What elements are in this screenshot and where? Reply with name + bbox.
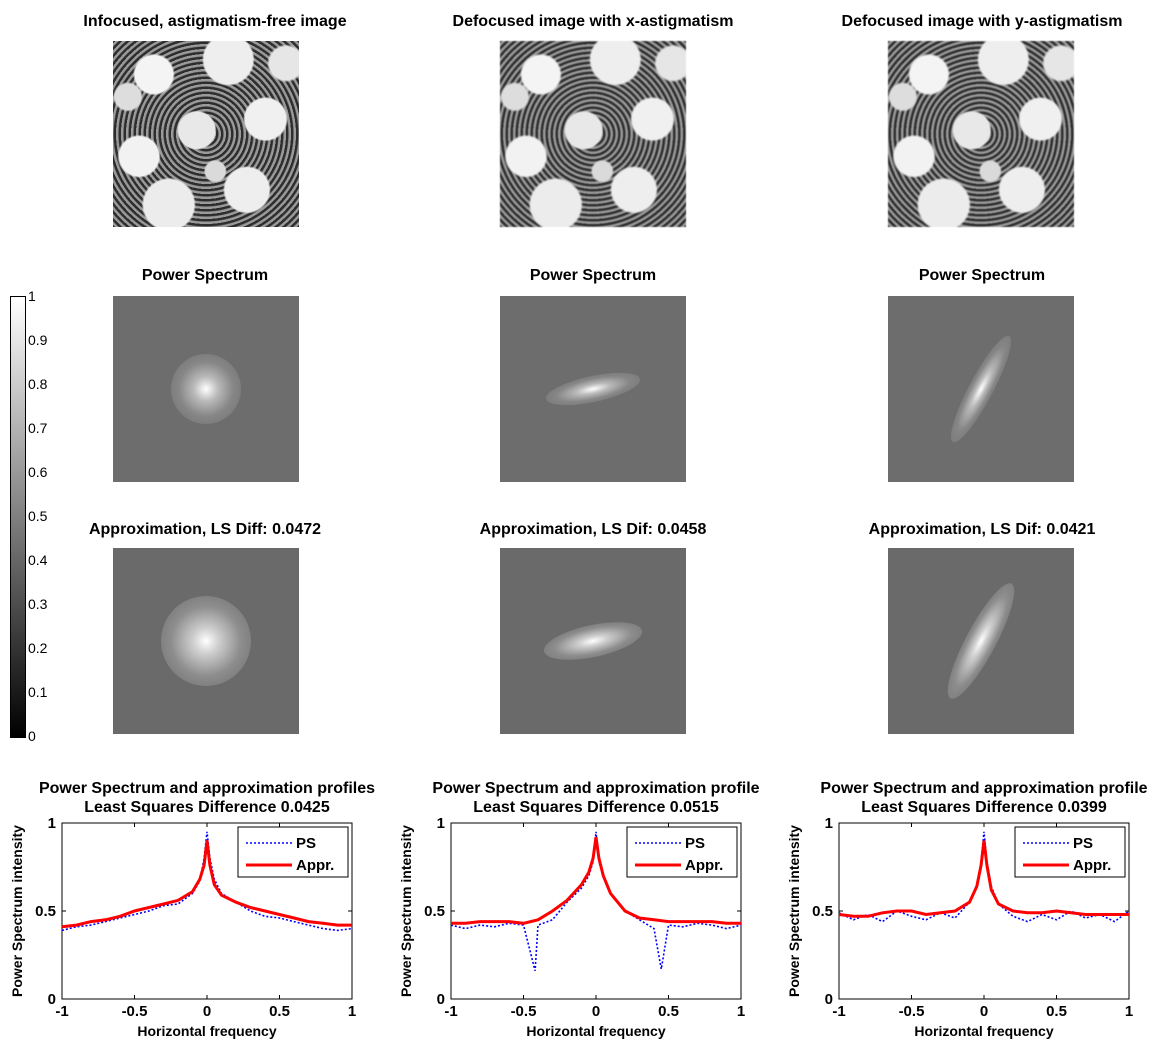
series-line-appr (451, 836, 741, 925)
x-tick-label: -0.5 (899, 1003, 925, 1020)
approx-title-3: Approximation, LS Dif: 0.0421 (868, 521, 1096, 538)
x-tick-label: -1 (444, 1003, 457, 1020)
legend-box (1014, 826, 1126, 878)
approximation-image-3 (888, 548, 1074, 734)
colorbar-tick: 0.3 (28, 596, 48, 612)
profile-chart-3: Power Spectrum and approximation profile… (786, 780, 1148, 1039)
colorbar-tick: 0.1 (28, 684, 48, 700)
approximation-image-1 (113, 548, 299, 734)
chart-title-line: Power Spectrum and approximation profile (820, 780, 1147, 797)
power-spectrum-image-3 (888, 296, 1074, 482)
x-tick-label: 0.5 (1046, 1003, 1067, 1020)
y-axis-label: Power Spectrum intensity (9, 825, 25, 997)
y-tick-label: 0.5 (35, 903, 56, 920)
legend-box (626, 826, 738, 878)
chart-title-line: Power Spectrum and approximation profile… (39, 780, 375, 797)
ps-title-2: Power Spectrum (529, 267, 657, 284)
profile-chart-2: Power Spectrum and approximation profile… (398, 780, 760, 1039)
x-tick-label: 1 (1125, 1003, 1133, 1020)
legend-label: Appr. (296, 857, 334, 874)
x-tick-label: 1 (737, 1003, 745, 1020)
y-tick-label: 0 (825, 991, 833, 1008)
colorbar-tick: 0.6 (28, 464, 48, 480)
y-tick-label: 1 (437, 815, 445, 832)
x-tick-label: -0.5 (511, 1003, 537, 1020)
infocused-image (113, 41, 299, 227)
x-axis-label: Horizontal frequency (914, 1023, 1053, 1039)
x-tick-label: 0 (203, 1003, 211, 1020)
series-line-ps (450, 831, 742, 971)
x-astigmatism-image (500, 41, 686, 227)
x-tick-label: 0.5 (658, 1003, 679, 1020)
x-tick-label: -1 (832, 1003, 845, 1020)
y-astigmatism-image (888, 41, 1074, 227)
y-tick-label: 0 (48, 991, 56, 1008)
approx-title-1: Approximation, LS Diff: 0.0472 (88, 521, 322, 538)
x-tick-label: 1 (348, 1003, 356, 1020)
legend-label: PS (296, 835, 316, 852)
x-tick-label: 0.5 (269, 1003, 290, 1020)
colorbar-tick: 0.5 (28, 508, 48, 524)
colorbar (10, 296, 26, 738)
profile-chart-1: Power Spectrum and approximation profile… (9, 780, 375, 1039)
chart-title-line: Least Squares Difference 0.0515 (473, 799, 719, 816)
y-tick-label: 0 (437, 991, 445, 1008)
colorbar-tick: 0 (28, 728, 36, 744)
colorbar-tick: 1 (28, 288, 36, 304)
y-axis-label: Power Spectrum intensity (786, 825, 802, 997)
power-spectrum-image-2 (500, 296, 686, 482)
legend-box (237, 826, 349, 878)
chart-title-line: Least Squares Difference 0.0399 (861, 799, 1107, 816)
series-line-ps (61, 831, 353, 932)
colorbar-tick: 0.4 (28, 552, 48, 568)
x-tick-label: 0 (592, 1003, 600, 1020)
colorbar-tick: 0.7 (28, 420, 48, 436)
colorbar-tick: 0.2 (28, 640, 48, 656)
ps-title-3: Power Spectrum (918, 267, 1046, 284)
x-tick-label: -0.5 (122, 1003, 148, 1020)
legend-label: Appr. (1073, 857, 1111, 874)
approx-title-2: Approximation, LS Dif: 0.0458 (479, 521, 707, 538)
image-title-infocused: Infocused, astigmatism-free image (83, 13, 347, 30)
y-tick-label: 1 (825, 815, 833, 832)
x-tick-label: -1 (55, 1003, 68, 1020)
series-line-appr (61, 840, 352, 929)
image-title-y-astigmatism: Defocused image with y-astigmatism (841, 13, 1123, 30)
x-axis-label: Horizontal frequency (526, 1023, 665, 1039)
ps-title-1: Power Spectrum (141, 267, 269, 284)
chart-title-line: Least Squares Difference 0.0425 (84, 799, 330, 816)
y-tick-label: 0.5 (812, 903, 833, 920)
approximation-image-2 (500, 548, 686, 734)
legend-label: Appr. (685, 857, 723, 874)
series-line-appr (838, 840, 1129, 918)
y-tick-label: 0.5 (424, 903, 445, 920)
legend-label: PS (685, 835, 705, 852)
y-tick-label: 1 (48, 815, 56, 832)
chart-title-line: Power Spectrum and approximation profile (432, 780, 759, 797)
x-axis-label: Horizontal frequency (137, 1023, 276, 1039)
image-title-x-astigmatism: Defocused image with x-astigmatism (452, 13, 734, 30)
colorbar-tick: 0.8 (28, 376, 48, 392)
legend-label: PS (1073, 835, 1093, 852)
y-axis-label: Power Spectrum intensity (398, 825, 414, 997)
x-tick-label: 0 (980, 1003, 988, 1020)
power-spectrum-image-1 (113, 296, 299, 482)
colorbar-tick: 0.9 (28, 332, 48, 348)
